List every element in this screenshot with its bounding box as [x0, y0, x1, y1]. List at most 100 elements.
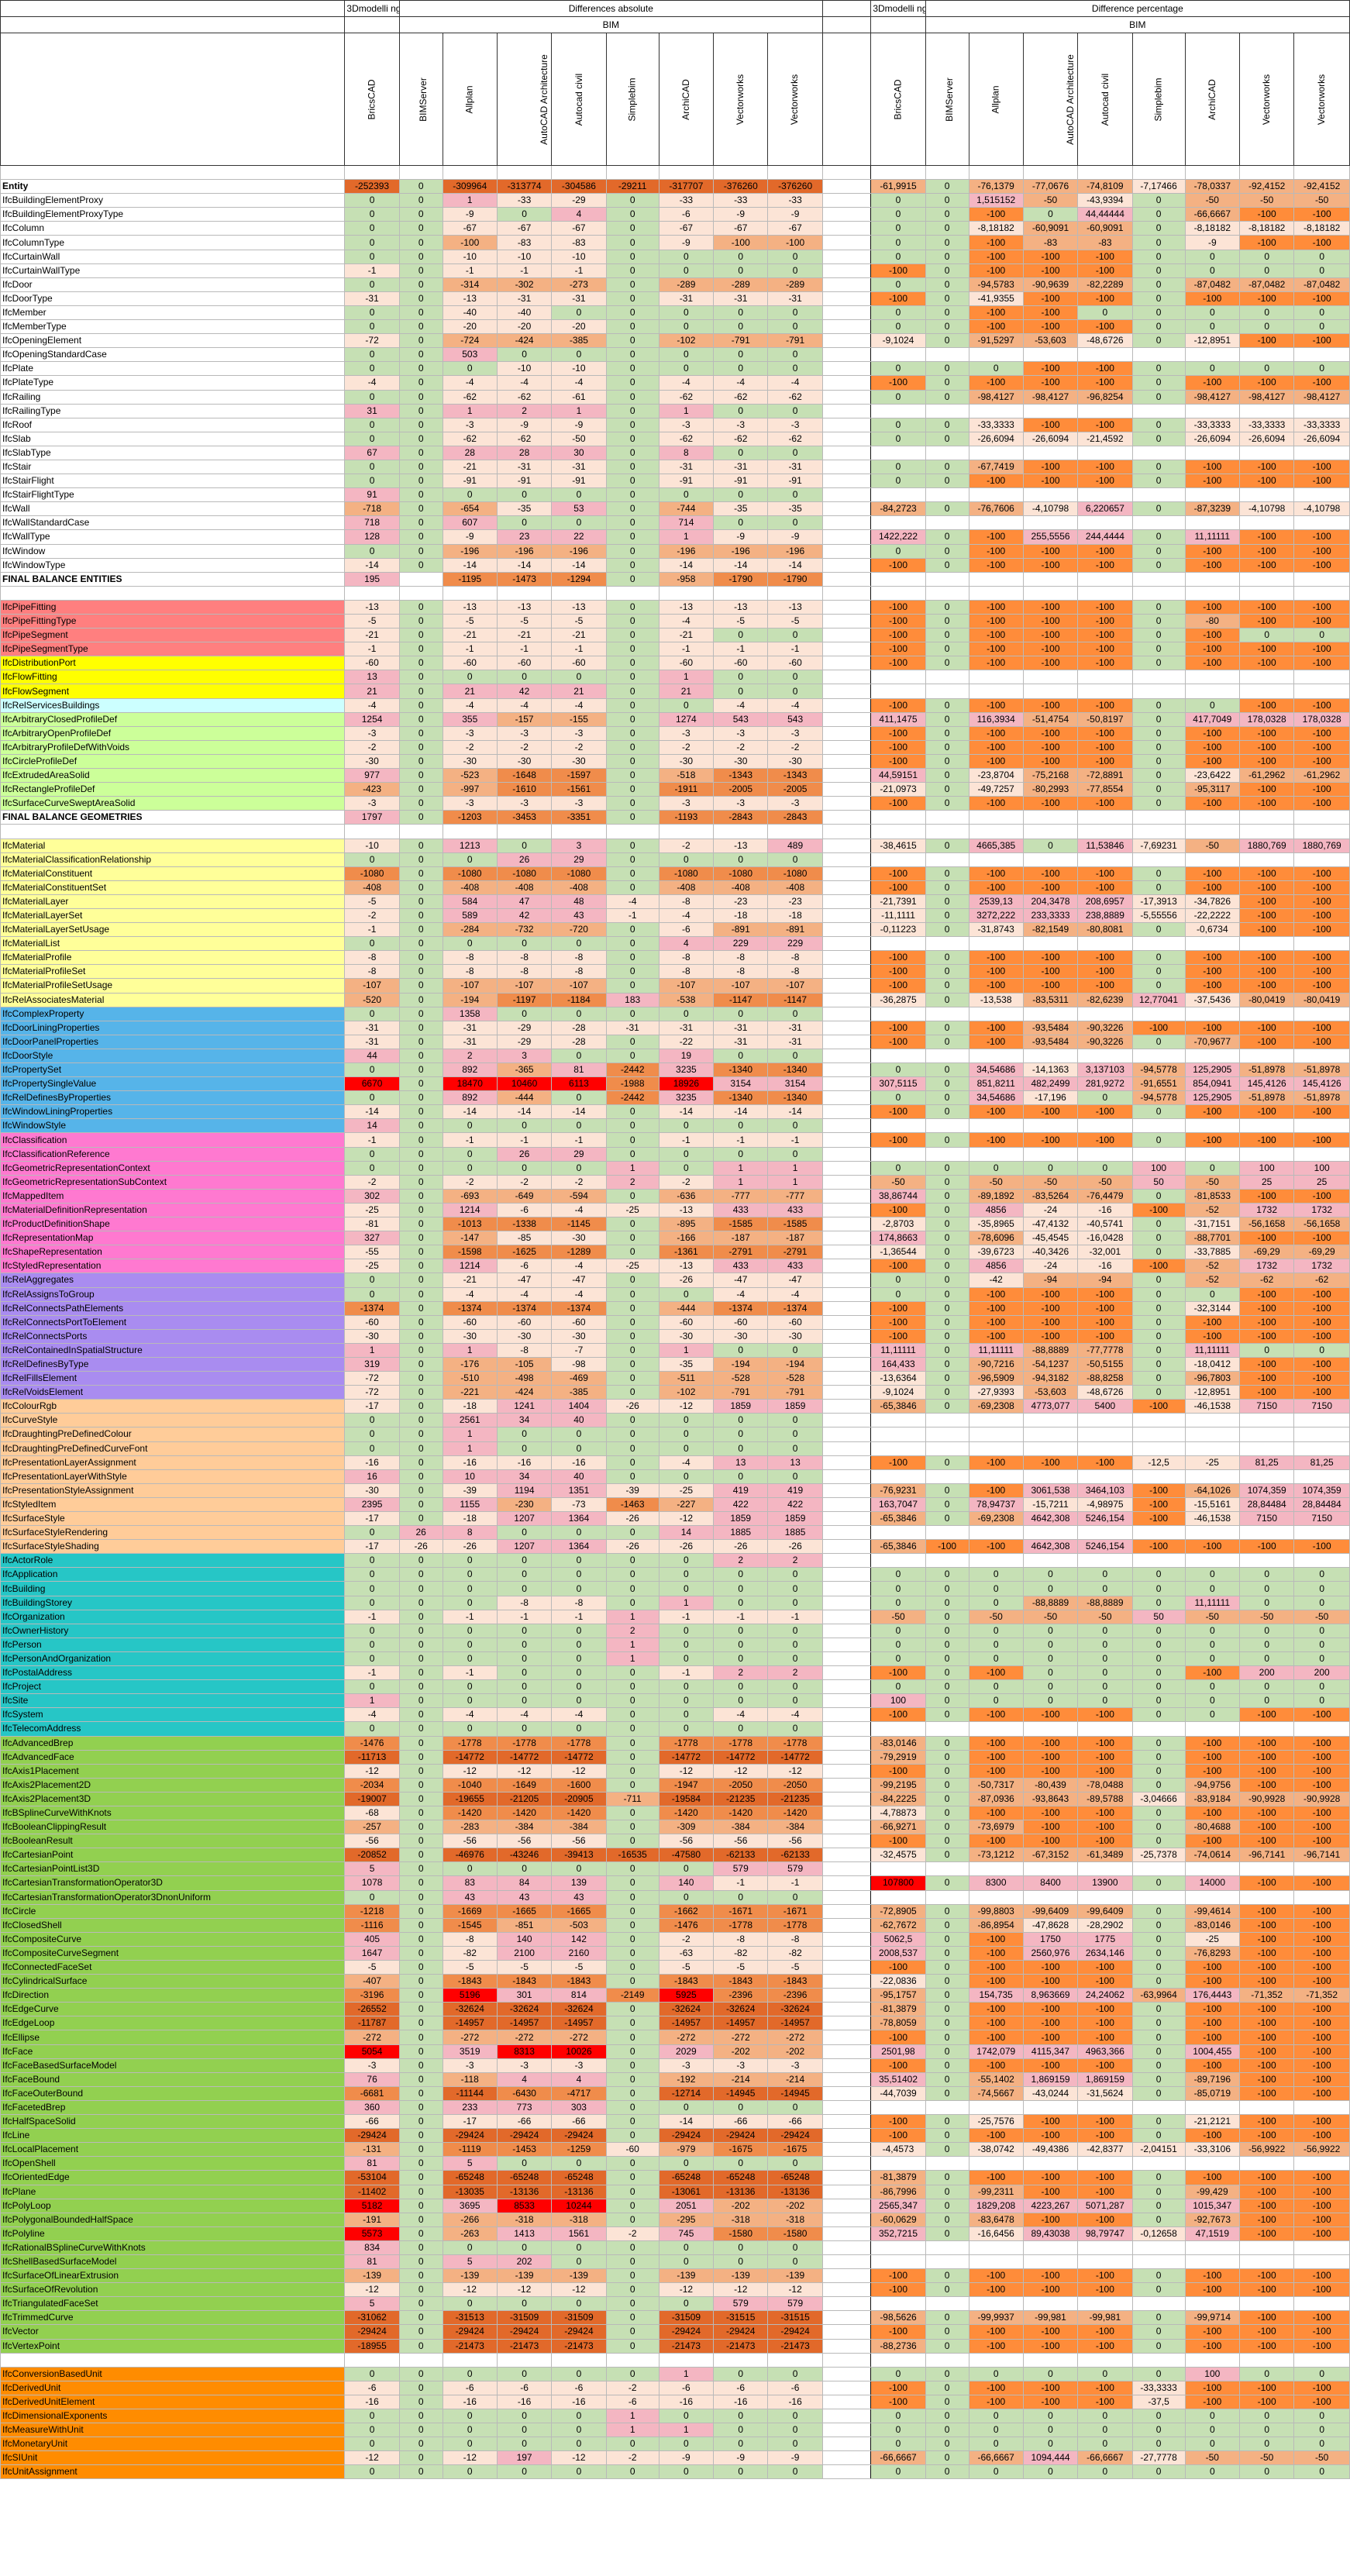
abs-value: 0: [344, 1441, 400, 1456]
abs-value: 0: [398, 543, 443, 559]
pct-value: [1022, 2254, 1079, 2270]
abs-value: -230: [496, 1496, 553, 1513]
tool-name: Vectorworks: [1316, 74, 1328, 125]
pct-value: [1077, 1525, 1133, 1541]
abs-value: 8313: [496, 2044, 553, 2059]
pct-value: -100: [1022, 1820, 1079, 1835]
pct-value: -100: [1131, 1399, 1186, 1414]
abs-value: 34: [496, 1413, 553, 1428]
pct-value: [1293, 487, 1350, 503]
pct-value: [1293, 852, 1350, 867]
pct-value: -100: [1022, 642, 1079, 657]
abs-value: 0: [713, 1427, 769, 1442]
abs-value: -6: [496, 1259, 553, 1274]
abs-value: -2: [605, 2226, 660, 2241]
entity-label: IfcCylindricalSurface: [0, 1974, 346, 1989]
abs-value: 3154: [767, 1076, 823, 1092]
pct-value: 1732: [1293, 1259, 1350, 1274]
pct-value: 1742,079: [968, 2044, 1024, 2059]
pct-value: -100: [870, 375, 926, 391]
abs-value: 0: [398, 2437, 443, 2452]
entity-label: IfcDerivedUnitElement: [0, 2394, 346, 2410]
abs-value: -8: [442, 950, 498, 966]
pct-value: -100: [1293, 529, 1350, 545]
entity-label: IfcPersonAndOrganization: [0, 1651, 346, 1667]
abs-value: -29424: [496, 2324, 553, 2340]
table-row: IfcMaterialList 0 0 0 0 0 0 4 229 229: [0, 936, 1350, 952]
abs-value: 0: [551, 2240, 607, 2255]
pct-value: -100: [870, 1707, 926, 1723]
abs-value: -1080: [658, 866, 715, 881]
abs-value: [658, 824, 715, 839]
pct-value: [1184, 585, 1240, 601]
pct-value: -100: [1238, 1903, 1295, 1919]
pct-value: [968, 2352, 1024, 2368]
pct-value: 0: [925, 1945, 969, 1961]
abs-value: 0: [605, 1889, 660, 1905]
abs-value: 0: [605, 1567, 660, 1582]
abs-value: 3519: [442, 2044, 498, 2059]
abs-value: 0: [605, 1188, 660, 1204]
pct-value: -100: [1022, 1735, 1079, 1751]
abs-value: -1476: [658, 1917, 715, 1933]
abs-value: [551, 585, 607, 601]
pct-value: 0: [870, 277, 926, 292]
pct-value: 44,44444: [1077, 207, 1133, 222]
abs-value: -5: [344, 613, 400, 629]
pct-value: -61,2962: [1293, 768, 1350, 783]
table-row: IfcRelConnectsPortToElement -60 0 -60 -60 -60…: [0, 1314, 1350, 1330]
abs-value: -1625: [496, 1245, 553, 1260]
pct-value: 0: [1131, 768, 1186, 783]
pct-value: [1022, 2296, 1079, 2312]
pct-value: -49,7257: [968, 782, 1024, 797]
pct-value: -100: [1238, 1749, 1295, 1765]
abs-value: -3: [344, 796, 400, 811]
table-row: IfcSurfaceOfRevolution -12 0 -12 -12 -12 0 -12-…: [0, 2282, 1350, 2298]
pct-value: [968, 1146, 1024, 1162]
abs-value: 0: [551, 1090, 607, 1106]
pct-value: -100: [1238, 2016, 1295, 2031]
pct-value: -100: [1293, 964, 1350, 980]
pct-value: [1022, 515, 1079, 531]
abs-value: 0: [398, 474, 443, 489]
abs-value: -2843: [713, 810, 769, 825]
abs-value: 0: [398, 487, 443, 503]
pct-value: 0: [968, 2464, 1024, 2480]
abs-value: -60: [496, 656, 553, 671]
pct-value: 0: [870, 1160, 926, 1176]
table-row: IfcWindowStyle 14 0 0 0 0 0 0 0 0: [0, 1118, 1350, 1134]
abs-value: 0: [605, 515, 660, 531]
abs-value: 0: [398, 263, 443, 278]
pct-value: -33,3106: [1184, 2142, 1240, 2158]
abs-value: -1843: [713, 1974, 769, 1989]
pct-value: 0: [870, 361, 926, 377]
abs-value: -1193: [658, 810, 715, 825]
abs-value: -23: [713, 894, 769, 909]
abs-value: -31: [658, 1020, 715, 1035]
pct-value: 25: [1238, 1174, 1295, 1190]
pct-value: -100: [968, 319, 1024, 335]
pct-value: 0: [925, 1959, 969, 1975]
entity-label: IfcCartesianPoint: [0, 1848, 346, 1863]
pct-value: -100: [1022, 628, 1079, 643]
pct-value: -50: [1293, 193, 1350, 208]
abs-value: -202: [713, 2044, 769, 2059]
abs-value: -29424: [344, 2128, 400, 2144]
pct-value: 0: [1293, 1623, 1350, 1638]
pct-value: 0: [1131, 431, 1186, 446]
entity-label: IfcMaterialProfileSetUsage: [0, 978, 346, 994]
pct-value: -100: [1238, 2184, 1295, 2199]
abs-value: -91: [496, 474, 553, 489]
pct-3d-header: 3Dmodelli ng sw: [870, 0, 926, 17]
abs-value: 0: [398, 684, 443, 699]
pct-value: 0: [925, 1805, 969, 1821]
abs-value: -1374: [713, 1300, 769, 1316]
gap-column: [821, 1834, 872, 1849]
pct-value: [1131, 1861, 1186, 1877]
abs-value: [658, 164, 715, 181]
table-row: IfcCurveStyle 0 0 2561 34 40 0 0 0 0: [0, 1413, 1350, 1428]
pct-value: -81,8533: [1184, 1188, 1240, 1204]
abs-value: 91: [344, 487, 400, 503]
pct-value: 0: [925, 1974, 969, 1989]
pct-value: 1732: [1293, 1202, 1350, 1218]
